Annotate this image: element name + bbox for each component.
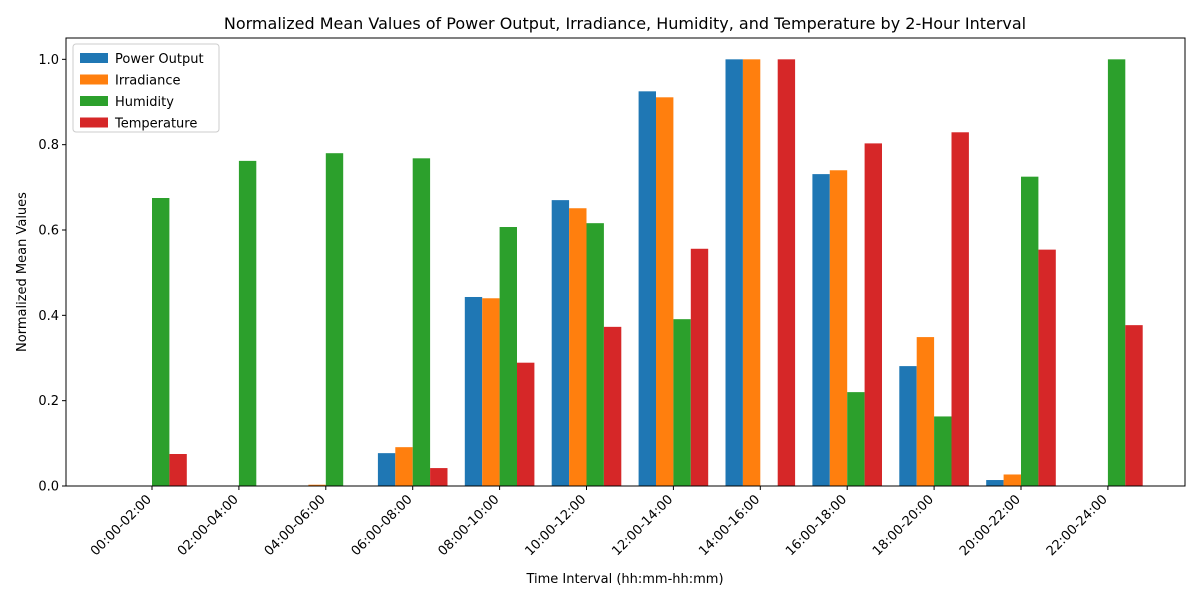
legend-box xyxy=(72,43,220,133)
x-tick-label: 14:00-16:00 xyxy=(696,492,763,559)
legend-label: Power Output xyxy=(115,52,204,67)
bar-power-output-9 xyxy=(899,366,917,486)
bar-temperature-3 xyxy=(430,468,448,486)
bar-humidity-6 xyxy=(673,319,691,486)
bars-layer xyxy=(152,59,1143,487)
bar-irradiance-5 xyxy=(569,208,587,487)
y-axis-title: Normalized Mean Values xyxy=(15,192,30,352)
legend-label: Temperature xyxy=(114,117,197,132)
legend-swatch xyxy=(80,96,108,106)
bar-temperature-7 xyxy=(777,59,796,486)
bar-irradiance-8 xyxy=(829,170,848,486)
bar-humidity-11 xyxy=(1107,59,1126,486)
bar-humidity-2 xyxy=(325,153,344,486)
bar-humidity-0 xyxy=(152,198,170,486)
x-tick-label: 04:00-06:00 xyxy=(262,492,329,559)
x-tick-label: 02:00-04:00 xyxy=(175,492,242,559)
bar-irradiance-7 xyxy=(742,59,761,486)
bar-power-output-4 xyxy=(464,296,483,486)
plot-frame xyxy=(65,37,1186,487)
bar-temperature-0 xyxy=(169,454,187,486)
bar-power-output-8 xyxy=(812,174,830,487)
x-tick-label: 22:00-24:00 xyxy=(1044,492,1111,559)
bar-temperature-5 xyxy=(603,326,622,486)
bar-power-output-7 xyxy=(725,59,743,486)
chart-title: Normalized Mean Values of Power Output, … xyxy=(224,14,1026,33)
x-tick-label: 10:00-12:00 xyxy=(522,492,589,559)
y-tick-label: 1.0 xyxy=(38,53,59,68)
bar-irradiance-10 xyxy=(1003,474,1021,486)
bar-humidity-8 xyxy=(847,392,865,486)
bar-irradiance-9 xyxy=(916,337,935,486)
legend-swatch xyxy=(80,53,108,63)
bar-temperature-11 xyxy=(1125,325,1143,486)
bar-temperature-9 xyxy=(951,132,969,487)
bar-humidity-9 xyxy=(934,416,952,486)
bar-humidity-4 xyxy=(499,227,517,486)
x-axis-title: Time Interval (hh:mm-hh:mm) xyxy=(525,572,723,587)
bar-power-output-5 xyxy=(551,200,570,486)
bar-temperature-10 xyxy=(1038,249,1056,486)
bar-irradiance-4 xyxy=(482,298,500,486)
y-tick-label: 0.6 xyxy=(38,224,59,239)
bar-irradiance-3 xyxy=(395,447,413,486)
x-tick-label: 06:00-08:00 xyxy=(349,492,416,559)
legend-label: Irradiance xyxy=(115,74,180,89)
x-tick-label: 00:00-02:00 xyxy=(88,492,155,559)
x-tick-label: 12:00-14:00 xyxy=(609,492,676,559)
bar-power-output-10 xyxy=(986,480,1004,486)
legend-label: Humidity xyxy=(115,95,174,110)
bar-humidity-1 xyxy=(238,160,257,486)
y-tick-label: 0.4 xyxy=(38,309,59,324)
legend-swatch xyxy=(80,117,108,128)
bar-temperature-6 xyxy=(690,248,709,486)
legend: Power Output Irradiance Humidity Temperatur… xyxy=(72,43,220,133)
bar-temperature-8 xyxy=(864,143,882,486)
bar-irradiance-2 xyxy=(308,484,326,486)
y-tick-label: 0.8 xyxy=(38,138,59,153)
bar-temperature-4 xyxy=(517,362,535,486)
x-tick-label: 18:00-20:00 xyxy=(870,492,937,559)
legend-swatch xyxy=(80,74,108,85)
y-tick-label: 0.2 xyxy=(38,394,59,409)
bar-humidity-10 xyxy=(1021,176,1039,487)
bar-power-output-6 xyxy=(638,91,656,486)
y-tick-label: 0.0 xyxy=(38,480,59,495)
bar-irradiance-6 xyxy=(656,97,674,486)
bar-power-output-3 xyxy=(377,453,396,486)
bar-humidity-3 xyxy=(412,158,431,486)
x-tick-label: 16:00-18:00 xyxy=(783,492,850,559)
x-tick-label: 08:00-10:00 xyxy=(436,492,503,559)
x-tick-label: 20:00-22:00 xyxy=(957,492,1024,559)
bar-humidity-5 xyxy=(586,223,604,487)
